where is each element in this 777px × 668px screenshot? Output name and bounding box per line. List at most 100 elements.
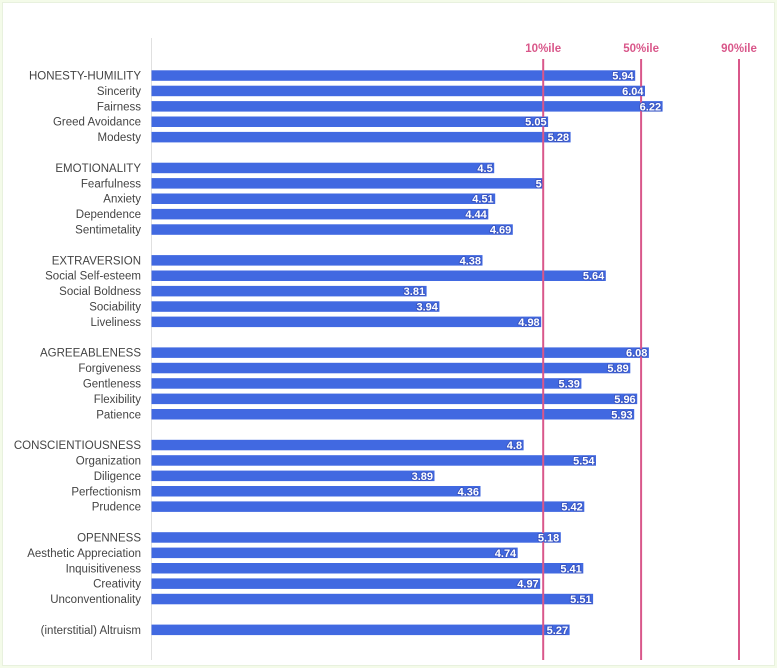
value-label-gentleness: 5.39: [558, 379, 579, 391]
category-label-social-boldness: Social Boldness: [59, 286, 141, 298]
bar-liveliness: [151, 316, 542, 328]
bar-dependence: [151, 208, 489, 220]
value-label-agreeableness: 6.08: [626, 348, 647, 360]
category-label-social-self-esteem: Social Self-esteem: [45, 271, 141, 283]
value-label-sincerity: 6.04: [622, 86, 644, 98]
bar-perfectionism: [151, 486, 481, 497]
category-label-flexibility: Flexibility: [94, 394, 142, 406]
category-label-creativity: Creativity: [93, 579, 141, 591]
category-label-sociability: Sociability: [89, 302, 141, 314]
category-label-openness: OPENNESS: [77, 533, 141, 545]
reference-label-50-ile: 50%ile: [623, 43, 659, 55]
bar-patience: [151, 409, 635, 420]
category-label-diligence: Diligence: [94, 471, 141, 483]
category-label-conscientiousness: CONSCIENTIOUSNESS: [14, 440, 141, 452]
bar-gentleness: [151, 378, 582, 389]
category-label-liveliness: Liveliness: [91, 317, 142, 329]
bar-prudence: [151, 501, 585, 512]
value-label-anxiety: 4.51: [472, 194, 493, 206]
bar-flexibility: [151, 393, 638, 405]
reference-label-10-ile: 10%ile: [525, 43, 561, 55]
bar-sociability: [151, 301, 440, 312]
category-label-inquisitiveness: Inquisitiveness: [66, 563, 142, 575]
bars-layer: [151, 70, 663, 636]
category-label-unconventionality: Unconventionality: [50, 594, 141, 606]
value-label-perfectionism: 4.36: [458, 486, 479, 498]
bar-modesty: [151, 131, 571, 143]
value-label-fearfulness: 5: [536, 178, 542, 190]
bar-openness: [151, 532, 561, 543]
value-label-social-boldness: 3.81: [404, 286, 425, 298]
category-label-fairness: Fairness: [97, 101, 141, 113]
bar-extraversion: [151, 255, 483, 266]
bar-conscientiousness: [151, 439, 524, 451]
category-label-dependence: Dependence: [76, 209, 141, 221]
value-label-prudence: 5.42: [561, 502, 582, 514]
bar-unconventionality: [151, 593, 594, 605]
category-label-patience: Patience: [96, 409, 141, 421]
bar-greed-avoidance: [151, 116, 549, 127]
value-label-dependence: 4.44: [465, 209, 487, 221]
category-label-modesty: Modesty: [98, 132, 142, 144]
value-label-organization: 5.54: [573, 456, 595, 468]
bar-creativity: [151, 578, 541, 589]
category-label-anxiety: Anxiety: [103, 194, 141, 206]
bar-sentimetality: [151, 224, 513, 235]
category-label-sentimetality: Sentimetality: [75, 225, 141, 237]
bar-organization: [151, 455, 596, 466]
category-label-aesthetic-appreciation: Aesthetic Appreciation: [27, 548, 141, 560]
bar-diligence: [151, 470, 435, 482]
category-label-extraversion: EXTRAVERSION: [52, 255, 141, 267]
value-label-flexibility: 5.96: [614, 394, 635, 406]
bar-social-self-esteem: [151, 270, 606, 281]
reference-label-90-ile: 90%ile: [721, 43, 757, 55]
bar-honesty-humility: [151, 70, 636, 81]
value-label-diligence: 3.89: [412, 471, 433, 483]
value-label-greed-avoidance: 5.05: [525, 117, 546, 129]
bar-interstitial-altruism: [151, 624, 570, 636]
value-label-sentimetality: 4.69: [490, 225, 511, 237]
category-label-perfectionism: Perfectionism: [71, 486, 141, 498]
category-label-gentleness: Gentleness: [83, 379, 141, 391]
category-label-prudence: Prudence: [92, 502, 141, 514]
value-label-emotionality: 4.5: [477, 163, 492, 175]
value-label-social-self-esteem: 5.64: [583, 271, 605, 283]
bar-social-boldness: [151, 285, 427, 297]
value-label-modesty: 5.28: [548, 132, 569, 144]
value-label-honesty-humility: 5.94: [612, 71, 634, 83]
category-label-fearfulness: Fearfulness: [81, 178, 141, 190]
value-label-forgiveness: 5.89: [607, 363, 628, 375]
value-label-unconventionality: 5.51: [570, 594, 591, 606]
bar-fearfulness: [151, 178, 544, 189]
category-label-emotionality: EMOTIONALITY: [55, 163, 141, 175]
value-label-interstitial-altruism: 5.27: [547, 625, 568, 637]
bar-emotionality: [151, 162, 495, 174]
value-label-inquisitiveness: 5.41: [560, 563, 581, 575]
value-label-sociability: 3.94: [416, 302, 438, 314]
value-label-liveliness: 4.98: [518, 317, 539, 329]
value-label-patience: 5.93: [611, 409, 632, 421]
bar-sincerity: [151, 85, 645, 97]
value-label-aesthetic-appreciation: 4.74: [495, 548, 517, 560]
category-label-forgiveness: Forgiveness: [78, 363, 141, 375]
value-label-fairness: 6.22: [640, 101, 661, 113]
reference-lines-layer: [542, 59, 740, 660]
category-label-organization: Organization: [76, 456, 141, 468]
bar-forgiveness: [151, 362, 631, 374]
bar-aesthetic-appreciation: [151, 547, 518, 559]
category-label-agreeableness: AGREEABLENESS: [40, 348, 141, 360]
bar-fairness: [151, 101, 663, 112]
category-label-sincerity: Sincerity: [97, 86, 141, 98]
value-label-extraversion: 4.38: [460, 255, 481, 267]
category-label-greed-avoidance: Greed Avoidance: [53, 117, 141, 129]
value-label-creativity: 4.97: [517, 579, 538, 591]
bar-agreeableness: [151, 347, 649, 358]
bar-inquisitiveness: [151, 563, 584, 574]
category-label-honesty-humility: HONESTY-HUMILITY: [29, 71, 141, 83]
bar-anxiety: [151, 193, 496, 204]
labels-layer: HONESTY-HUMILITY 5.94 Sincerity 6.04 Fairnes…: [14, 43, 757, 638]
value-label-conscientiousness: 4.8: [507, 440, 522, 452]
value-label-openness: 5.18: [538, 533, 559, 545]
category-label-interstitial-altruism: (interstitial) Altruism: [41, 625, 141, 637]
